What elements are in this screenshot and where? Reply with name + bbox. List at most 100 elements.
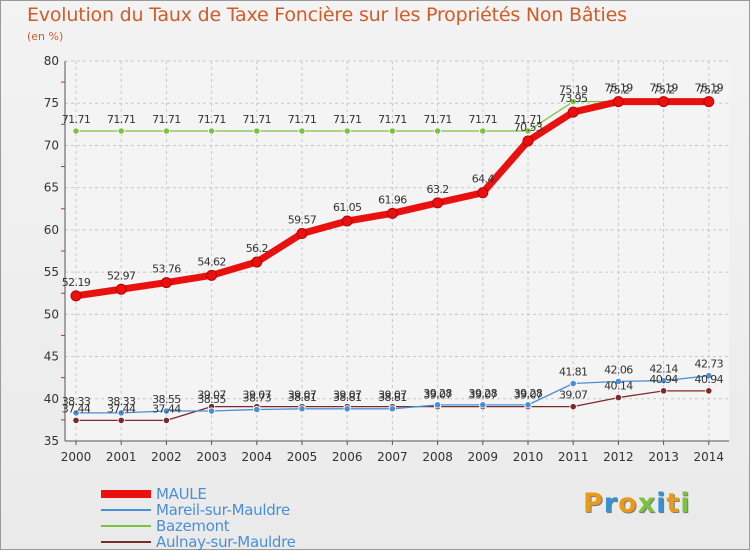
data-label-maule: 70.53 bbox=[514, 121, 543, 134]
x-tick-label: 2005 bbox=[287, 450, 318, 464]
data-point-bazemont bbox=[117, 127, 125, 135]
data-point-mareil-sur-mauldre bbox=[253, 405, 261, 414]
data-point-mareil-sur-mauldre bbox=[659, 377, 668, 385]
data-label-bazemont: 71.71 bbox=[107, 113, 136, 126]
data-point-bazemont bbox=[253, 127, 261, 135]
legend-label: Aulnay-sur-Mauldre bbox=[156, 533, 296, 551]
data-point-mareil-sur-mauldre bbox=[117, 409, 125, 417]
data-point-mareil-sur-mauldre bbox=[388, 405, 396, 413]
data-label-aulnay-sur-mauldre: 37.44 bbox=[152, 402, 181, 415]
axes bbox=[61, 61, 729, 445]
data-label-bazemont: 71.71 bbox=[243, 113, 272, 126]
data-label-bazemont: 71.71 bbox=[152, 113, 181, 126]
y-tick-label: 45 bbox=[44, 350, 59, 364]
data-label-maule: 52.19 bbox=[62, 276, 91, 289]
y-tick-label: 50 bbox=[44, 307, 59, 321]
x-tick-labels: 2000 2001 2002 2003 2004 2005 2006 2007 2008 2009… bbox=[61, 450, 724, 464]
data-label-maule: 54.62 bbox=[197, 255, 226, 268]
x-tick-label: 2001 bbox=[106, 450, 137, 464]
legend-label: Mareil-sur-Mauldre bbox=[156, 501, 290, 519]
data-label-aulnay-sur-mauldre: 39.07 bbox=[423, 389, 452, 402]
data-point-maule bbox=[703, 96, 715, 108]
data-point-maule bbox=[432, 197, 444, 209]
data-point-aulnay-sur-mauldre bbox=[162, 416, 170, 424]
data-label-mareil-sur-mauldre: 42.73 bbox=[695, 358, 724, 371]
data-label-mareil-sur-mauldre: 38.33 bbox=[62, 395, 91, 408]
data-label-mareil-sur-mauldre: 39.28 bbox=[469, 387, 498, 400]
data-label-maule: 64.4 bbox=[472, 173, 495, 186]
legend-swatch bbox=[101, 525, 151, 527]
legend-label: Bazemont bbox=[156, 517, 230, 535]
data-point-mareil-sur-mauldre bbox=[343, 405, 351, 413]
data-point-maule bbox=[522, 135, 534, 147]
data-point-maule bbox=[296, 228, 308, 240]
data-label-mareil-sur-mauldre: 38.81 bbox=[333, 391, 362, 404]
data-label-aulnay-sur-mauldre: 39.07 bbox=[243, 389, 272, 402]
data-point-maule bbox=[386, 207, 398, 219]
data-point-aulnay-sur-mauldre bbox=[705, 387, 713, 395]
x-tick-label: 2000 bbox=[61, 450, 92, 464]
data-point-mareil-sur-mauldre bbox=[479, 401, 487, 409]
data-label-mareil-sur-mauldre: 38.73 bbox=[243, 392, 272, 405]
data-point-bazemont bbox=[569, 98, 577, 106]
data-label-aulnay-sur-mauldre: 37.44 bbox=[62, 402, 91, 415]
y-tick-label: 35 bbox=[44, 434, 59, 448]
y-tick-label: 75 bbox=[44, 96, 59, 110]
x-tick-label: 2012 bbox=[603, 450, 634, 464]
data-label-aulnay-sur-mauldre: 39.07 bbox=[469, 389, 498, 402]
data-point-bazemont bbox=[388, 127, 396, 135]
y-tick-label: 40 bbox=[44, 392, 59, 406]
legend-swatch bbox=[101, 541, 151, 543]
data-point-mareil-sur-mauldre bbox=[614, 377, 623, 385]
y-tick-labels: 35 40 45 50 55 60 65 70 75 80 bbox=[44, 54, 59, 448]
data-point-maule bbox=[115, 283, 127, 295]
legend-swatch bbox=[101, 509, 151, 511]
data-label-maule: 56.2 bbox=[246, 242, 268, 255]
data-label-bazemont: 71.71 bbox=[62, 113, 91, 126]
data-point-maule bbox=[160, 277, 172, 289]
data-label-bazemont: 71.71 bbox=[197, 113, 226, 126]
y-tick-label: 80 bbox=[44, 54, 59, 68]
data-label-bazemont: 71.71 bbox=[333, 113, 362, 126]
data-label-maule: 73.95 bbox=[559, 92, 588, 105]
data-label-aulnay-sur-mauldre: 40.94 bbox=[695, 373, 724, 386]
y-tick-label: 65 bbox=[44, 181, 59, 195]
data-label-maule: 53.76 bbox=[152, 263, 181, 276]
data-point-maule bbox=[206, 269, 218, 281]
logo-letter: P bbox=[583, 488, 604, 519]
data-label-aulnay-sur-mauldre: 39.07 bbox=[288, 389, 317, 402]
data-point-bazemont bbox=[343, 127, 351, 135]
chart-title: Evolution du Taux de Taxe Foncière sur l… bbox=[27, 4, 627, 26]
data-label-aulnay-sur-mauldre: 40.94 bbox=[649, 373, 678, 386]
data-label-bazemont: 75.19 bbox=[559, 84, 588, 97]
data-label-bazemont: 75.2 bbox=[698, 84, 720, 97]
data-label-bazemont: 71.71 bbox=[378, 113, 407, 126]
data-label-maule: 75.19 bbox=[604, 82, 633, 95]
x-tick-label: 2010 bbox=[513, 450, 544, 464]
data-point-maule bbox=[612, 96, 624, 108]
y-tick-label: 55 bbox=[44, 265, 59, 279]
data-point-mareil-sur-mauldre bbox=[433, 401, 442, 409]
data-label-maule: 75.19 bbox=[695, 82, 724, 95]
plot-area bbox=[65, 61, 729, 441]
data-label-mareil-sur-mauldre: 38.81 bbox=[378, 391, 407, 404]
logo-letter: o bbox=[618, 488, 638, 519]
data-point-aulnay-sur-mauldre bbox=[614, 393, 623, 402]
logo-letter: x bbox=[637, 488, 657, 519]
data-point-bazemont bbox=[162, 127, 170, 135]
data-label-aulnay-sur-mauldre: 40.14 bbox=[604, 380, 633, 393]
data-point-aulnay-sur-mauldre bbox=[72, 416, 80, 424]
x-tick-label: 2009 bbox=[468, 450, 499, 464]
data-point-maule bbox=[341, 215, 353, 227]
data-label-maule: 52.97 bbox=[107, 269, 136, 282]
x-tick-label: 2002 bbox=[151, 450, 182, 464]
data-point-mareil-sur-mauldre bbox=[569, 379, 577, 388]
y-unit-label: (en %) bbox=[27, 30, 64, 43]
data-point-bazemont bbox=[298, 127, 306, 135]
grid bbox=[65, 60, 729, 442]
data-point-bazemont bbox=[433, 127, 442, 135]
x-tick-label: 2011 bbox=[558, 450, 589, 464]
data-label-bazemont: 75.2 bbox=[607, 84, 629, 97]
